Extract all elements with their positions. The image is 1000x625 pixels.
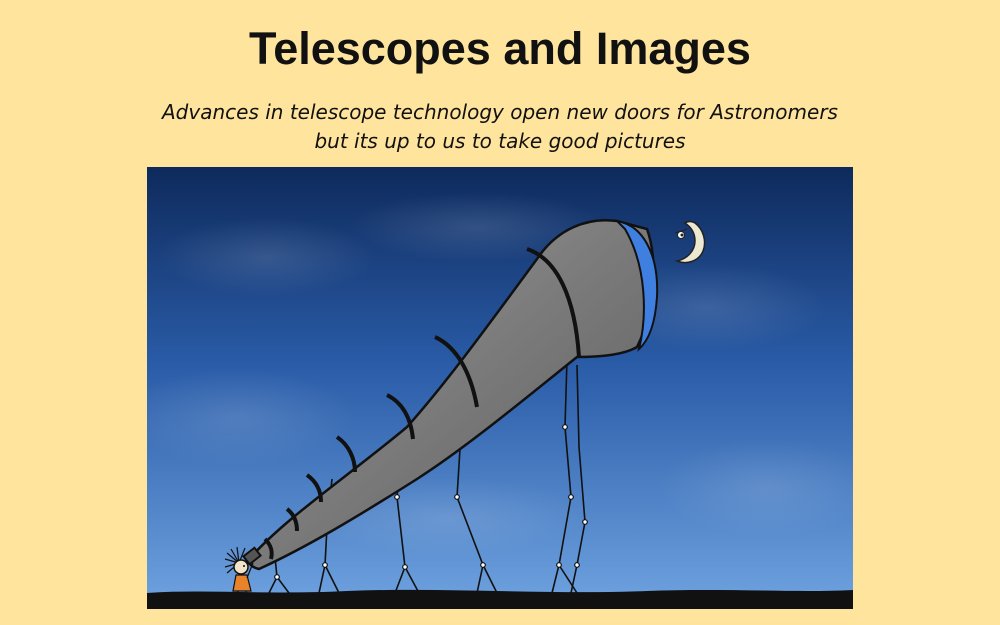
telescope-illustration bbox=[147, 167, 853, 609]
child-figure-icon bbox=[224, 546, 254, 598]
sky-texture bbox=[147, 192, 853, 557]
ground bbox=[147, 589, 853, 609]
subtitle-line-2: but its up to us to take good pictures bbox=[314, 129, 686, 153]
slide-title: Telescopes and Images bbox=[249, 23, 751, 74]
slide-subtitle: Advances in telescope technology open ne… bbox=[0, 98, 1000, 156]
subtitle-line-1: Advances in telescope technology open ne… bbox=[162, 100, 838, 124]
leg-joints bbox=[274, 424, 588, 580]
telescope-icon bbox=[242, 219, 659, 571]
moon-icon bbox=[674, 220, 706, 264]
